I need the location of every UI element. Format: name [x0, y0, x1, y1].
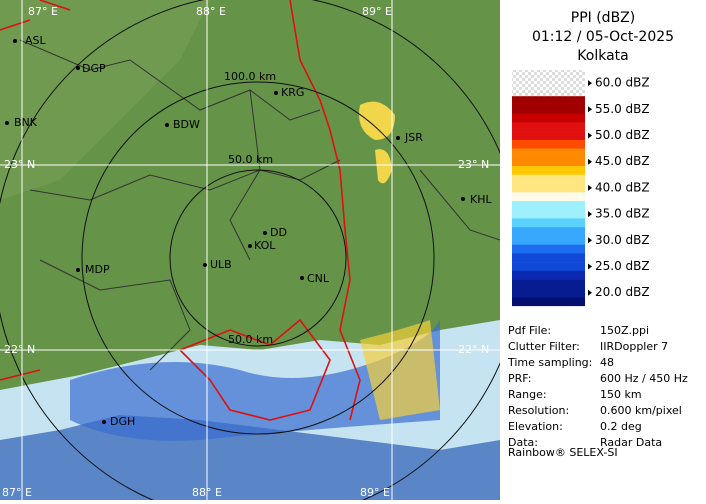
- grid-label: 22° N: [4, 343, 35, 356]
- panel-time: 01:12 / 05-Oct-2025: [532, 29, 674, 45]
- panel-station: Kolkata: [577, 48, 628, 64]
- scale-arrow: [588, 263, 592, 270]
- color-scale: 60.0 dBZ 55.0 dBZ 50.0 dBZ 45.0 dBZ 40.0 dBZ…: [512, 70, 650, 307]
- scale-band: [512, 166, 585, 176]
- scale-band: [512, 288, 585, 298]
- scale-band: [512, 262, 585, 272]
- info-value: Radar Data: [600, 436, 662, 449]
- info-value: 0.600 km/pixel: [600, 404, 682, 417]
- scale-arrow: [588, 289, 592, 296]
- scale-band: [512, 253, 585, 263]
- place-label: BNK: [14, 116, 38, 129]
- range-label: 100.0 km: [224, 70, 276, 83]
- grid-label: 22° N: [458, 343, 489, 356]
- info-value: 150Z.ppi: [600, 324, 649, 337]
- info-value: IIRDoppler 7: [600, 340, 668, 353]
- place-label: KOL: [254, 239, 276, 252]
- place-label: KRG: [281, 86, 304, 99]
- info-value: 48: [600, 356, 614, 369]
- scale-band: [512, 192, 585, 202]
- scale-band: [512, 131, 585, 141]
- grid-label: 23° N: [4, 158, 35, 171]
- scale-arrow: [588, 237, 592, 244]
- scale-label: 50.0 dBZ: [595, 128, 650, 142]
- info-label: Data:: [508, 436, 538, 449]
- scale-band: [512, 227, 585, 237]
- scale-arrow: [588, 211, 592, 218]
- scale-band: [512, 270, 585, 280]
- place-label: JSR: [404, 131, 423, 144]
- scale-band: [512, 78, 585, 88]
- grid-label: 89° E: [362, 5, 392, 18]
- info-label: Elevation:: [508, 420, 563, 433]
- info-value: 0.2 deg: [600, 420, 642, 433]
- grid-label: 23° N: [458, 158, 489, 171]
- scale-label: 55.0 dBZ: [595, 102, 650, 116]
- grid-label: 88° E: [196, 5, 226, 18]
- map: 87° E 88° E 89° E 23° N 23° N 22° N 22° …: [0, 0, 500, 500]
- footer: Rainbow® SELEX-SI: [508, 446, 618, 459]
- scale-band: [512, 113, 585, 123]
- scale-band: [512, 201, 585, 211]
- place-label: BDW: [173, 118, 200, 131]
- place-label: DGH: [110, 415, 135, 428]
- info-value: 600 Hz / 450 Hz: [600, 372, 688, 385]
- place-label: CNL: [307, 272, 330, 285]
- scale-label: 60.0 dBZ: [595, 76, 650, 90]
- info-label: Time sampling:: [507, 356, 592, 369]
- range-label: 50.0 km: [228, 153, 273, 166]
- scale-arrow: [588, 132, 592, 139]
- place-label: ASL: [25, 34, 47, 47]
- scale-band: [512, 70, 585, 80]
- place-label: DD: [270, 226, 287, 239]
- scale-band: [512, 157, 585, 167]
- place-label: MDP: [85, 263, 110, 276]
- scale-band: [512, 183, 585, 193]
- scale-band: [512, 209, 585, 219]
- scale-band: [512, 96, 585, 106]
- scale-band: [512, 148, 585, 158]
- grid-label: 88° E: [192, 486, 222, 499]
- scale-arrow: [588, 184, 592, 191]
- scale-arrow: [588, 106, 592, 113]
- scale-band: [512, 297, 585, 307]
- panel-title: PPI (dBZ): [571, 10, 635, 26]
- scale-band: [512, 122, 585, 132]
- scale-band: [512, 244, 585, 254]
- scale-label: 40.0 dBZ: [595, 180, 650, 194]
- place-label: ULB: [210, 258, 232, 271]
- scale-arrow: [588, 80, 592, 87]
- scale-label: 25.0 dBZ: [595, 259, 650, 273]
- scale-band: [512, 174, 585, 184]
- scale-band: [512, 218, 585, 228]
- scale-label: 30.0 dBZ: [595, 233, 650, 247]
- grid-label: 87° E: [2, 486, 32, 499]
- info-label: Resolution:: [508, 404, 569, 417]
- range-label: 50.0 km: [228, 333, 273, 346]
- info-label: Range:: [508, 388, 547, 401]
- grid-label: 89° E: [360, 486, 390, 499]
- scale-label: 20.0 dBZ: [595, 285, 650, 299]
- info-label: Clutter Filter:: [508, 340, 580, 353]
- place-label: KHL: [470, 193, 492, 206]
- scale-label: 45.0 dBZ: [595, 154, 650, 168]
- scale-label: 35.0 dBZ: [595, 207, 650, 221]
- scale-arrow: [588, 158, 592, 165]
- scale-band: [512, 279, 585, 289]
- place-label: DGP: [82, 62, 106, 75]
- grid-label: 87° E: [28, 5, 58, 18]
- info-label: Pdf File:: [508, 324, 551, 337]
- scale-band: [512, 235, 585, 245]
- info-value: 150 km: [600, 388, 642, 401]
- scale-band: [512, 139, 585, 149]
- scale-band: [512, 87, 585, 97]
- info-label: PRF:: [508, 372, 531, 385]
- info-table: Pdf File: 150Z.ppi Clutter Filter: IIRDoppl…: [507, 324, 688, 449]
- scale-band: [512, 104, 585, 114]
